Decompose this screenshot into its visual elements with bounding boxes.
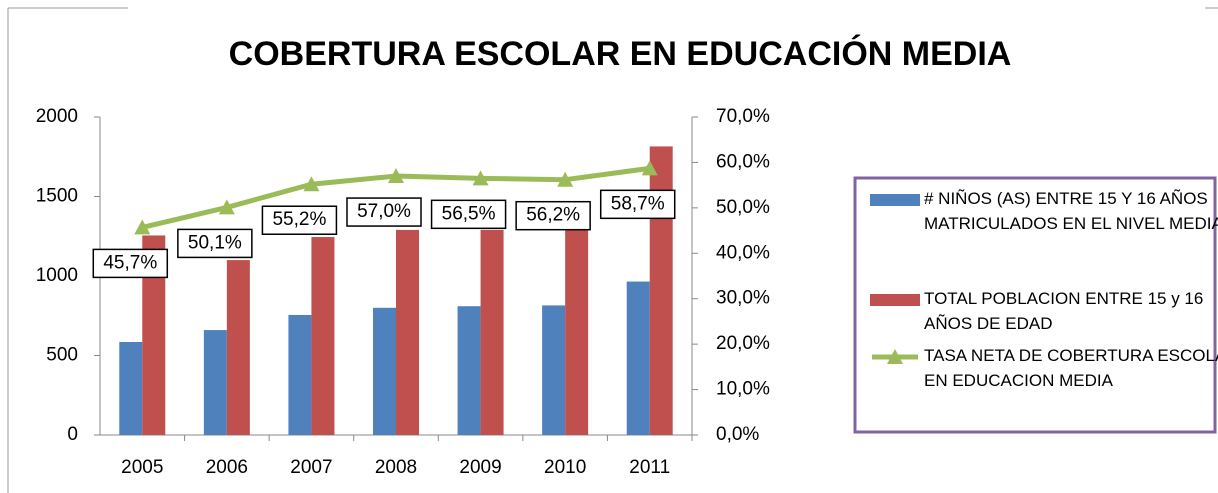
y2-tick-label: 20,0%: [716, 333, 770, 354]
data-label-box: [92, 248, 169, 279]
data-label: 57,0%: [357, 201, 411, 222]
data-label-box: [430, 199, 507, 230]
x-tick-label: 2009: [459, 457, 501, 478]
marker: [303, 176, 320, 192]
data-label-box: [515, 200, 591, 231]
marker: [557, 171, 574, 187]
legend-swatch: [887, 349, 903, 364]
bar: [457, 306, 481, 435]
marker: [472, 170, 489, 186]
data-label-box: [599, 189, 676, 220]
marker: [134, 219, 151, 235]
marker: [641, 160, 658, 176]
chart-title: COBERTURA ESCOLAR EN EDUCACIÓN MEDIA: [229, 35, 1012, 73]
x-tick-label: 2006: [206, 457, 248, 478]
y2-tick-label: 10,0%: [716, 379, 770, 400]
y2-tick-label: 70,0%: [716, 106, 770, 127]
legend-swatch: [870, 294, 920, 306]
marker: [388, 168, 404, 184]
y-tick-label: 1000: [36, 265, 78, 286]
bar: [626, 281, 650, 435]
bar: [203, 330, 227, 435]
bar: [373, 307, 396, 435]
y2-tick-label: 30,0%: [716, 288, 770, 309]
x-tick-label: 2008: [375, 457, 417, 478]
bar: [288, 314, 312, 435]
data-label: 56,5%: [442, 203, 496, 224]
data-label: 58,7%: [611, 193, 665, 214]
data-label-box: [177, 228, 253, 259]
bar: [311, 237, 335, 435]
data-label: 56,2%: [526, 205, 580, 226]
marker: [218, 199, 235, 215]
data-label-box: [261, 205, 338, 235]
y2-tick-label: 40,0%: [716, 242, 770, 263]
data-label: 55,2%: [272, 209, 326, 230]
legend-box: [853, 176, 1217, 434]
legend-label: TASA NETA DE COBERTURA ESCOLAR EN EDUCAC…: [924, 346, 1218, 390]
y2-tick-label: 60,0%: [716, 151, 770, 172]
y2-tick-label: 50,0%: [716, 197, 770, 218]
bar: [142, 235, 166, 435]
y-tick-label: 0: [67, 424, 78, 445]
bar: [119, 341, 143, 435]
y2-tick-label: 0,0%: [716, 424, 759, 445]
x-tick-label: 2007: [290, 457, 332, 478]
y-tick-label: 1500: [36, 186, 78, 207]
y-tick-label: 500: [46, 345, 78, 366]
bar: [480, 229, 504, 435]
legend-label: TOTAL POBLACION ENTRE 15 y 16 AÑOS DE EDA…: [924, 289, 1203, 333]
y-tick-label: 2000: [36, 106, 78, 127]
bar: [565, 229, 589, 435]
legend-label: # NIÑOS (AS) ENTRE 15 Y 16 AÑOS MATRICULA…: [924, 189, 1218, 233]
bar: [396, 229, 419, 435]
bar: [226, 260, 250, 435]
x-tick-label: 2005: [121, 457, 163, 478]
x-tick-label: 2011: [629, 457, 670, 478]
x-tick-label: 2010: [544, 457, 586, 478]
bar: [542, 305, 566, 435]
data-label: 50,1%: [188, 232, 242, 253]
data-label-box: [346, 197, 422, 227]
data-label: 45,7%: [103, 252, 157, 273]
legend-swatch: [870, 194, 920, 206]
